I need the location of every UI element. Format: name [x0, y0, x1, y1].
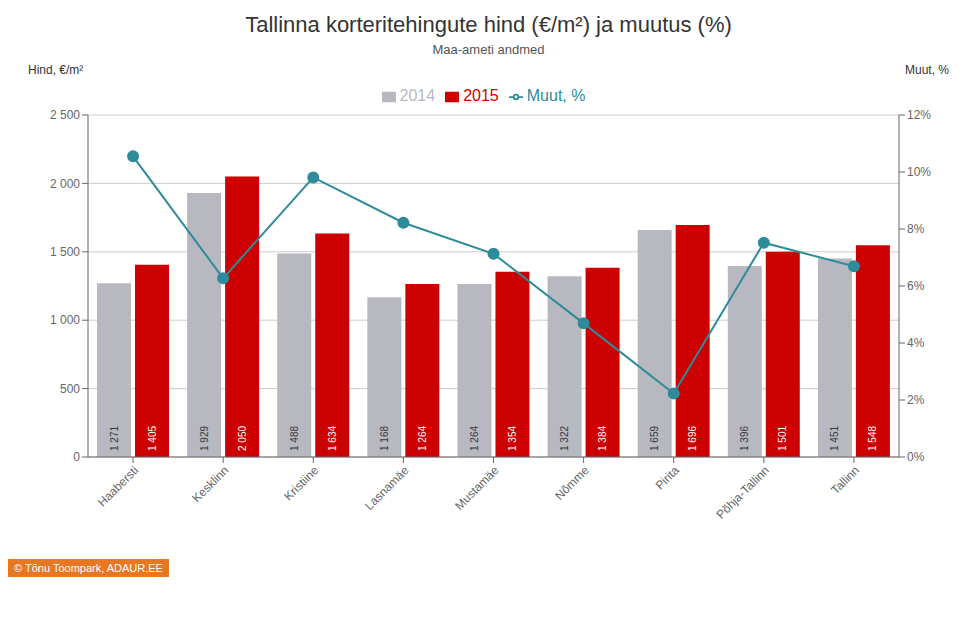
svg-text:1 322: 1 322 [559, 426, 570, 451]
html-text:Tallinna korteritehingute hind: Tallinna korteritehingute hind (€/m²) ja… [245, 12, 732, 37]
svg-text:12%: 12% [907, 108, 931, 122]
svg-text:1 501: 1 501 [777, 426, 788, 451]
svg-text:Nõmme: Nõmme [552, 463, 592, 503]
svg-text:Kristiine: Kristiine [281, 463, 321, 503]
svg-text:Haabersti: Haabersti [95, 463, 141, 509]
svg-text:8%: 8% [907, 222, 925, 236]
html-text:Muut, %: Muut, % [905, 63, 949, 77]
svg-text:Lasnamäe: Lasnamäe [362, 463, 412, 513]
svg-text:1 000: 1 000 [50, 313, 80, 327]
svg-text:1 354: 1 354 [507, 426, 518, 451]
svg-text:1 264: 1 264 [469, 426, 480, 451]
svg-text:Kesklinn: Kesklinn [189, 463, 231, 505]
html-text:© Tõnu Toompark, ADAUR.EE: © Tõnu Toompark, ADAUR.EE [14, 562, 163, 574]
svg-text:1 168: 1 168 [379, 426, 390, 451]
svg-text:Pirita: Pirita [653, 463, 682, 492]
svg-text:1 634: 1 634 [327, 426, 338, 451]
svg-text:2 000: 2 000 [50, 177, 80, 191]
svg-text:1 396: 1 396 [739, 426, 750, 451]
svg-text:2 050: 2 050 [237, 426, 248, 451]
html-text:2015: 2015 [463, 87, 499, 104]
svg-text:1 929: 1 929 [199, 426, 210, 451]
html-text:2014: 2014 [399, 87, 436, 104]
svg-text:6%: 6% [907, 279, 925, 293]
svg-text:4%: 4% [907, 336, 925, 350]
svg-text:10%: 10% [907, 165, 931, 179]
svg-text:1 264: 1 264 [417, 426, 428, 451]
html-text:Hind, €/m²: Hind, €/m² [28, 63, 84, 77]
svg-text:2 500: 2 500 [50, 108, 80, 122]
svg-text:Põhja-Tallinn: Põhja-Tallinn [713, 463, 771, 521]
html-text:Maa-ameti andmed: Maa-ameti andmed [432, 42, 545, 57]
svg-text:1 384: 1 384 [597, 426, 608, 451]
svg-text:0: 0 [73, 450, 80, 464]
svg-text:Tallinn: Tallinn [828, 463, 862, 497]
svg-text:2%: 2% [907, 393, 925, 407]
html-text:Muut, %: Muut, % [526, 87, 586, 104]
svg-text:0%: 0% [907, 450, 925, 464]
svg-text:1 271: 1 271 [109, 426, 120, 451]
svg-text:1 488: 1 488 [289, 426, 300, 451]
svg-text:Mustamäe: Mustamäe [452, 463, 502, 513]
svg-text:1 451: 1 451 [829, 426, 840, 451]
svg-text:1 500: 1 500 [50, 245, 80, 259]
svg-text:1 405: 1 405 [147, 426, 158, 451]
svg-text:1 696: 1 696 [687, 426, 698, 451]
svg-text:500: 500 [60, 382, 80, 396]
svg-text:1 659: 1 659 [649, 426, 660, 451]
svg-text:1 548: 1 548 [867, 426, 878, 451]
